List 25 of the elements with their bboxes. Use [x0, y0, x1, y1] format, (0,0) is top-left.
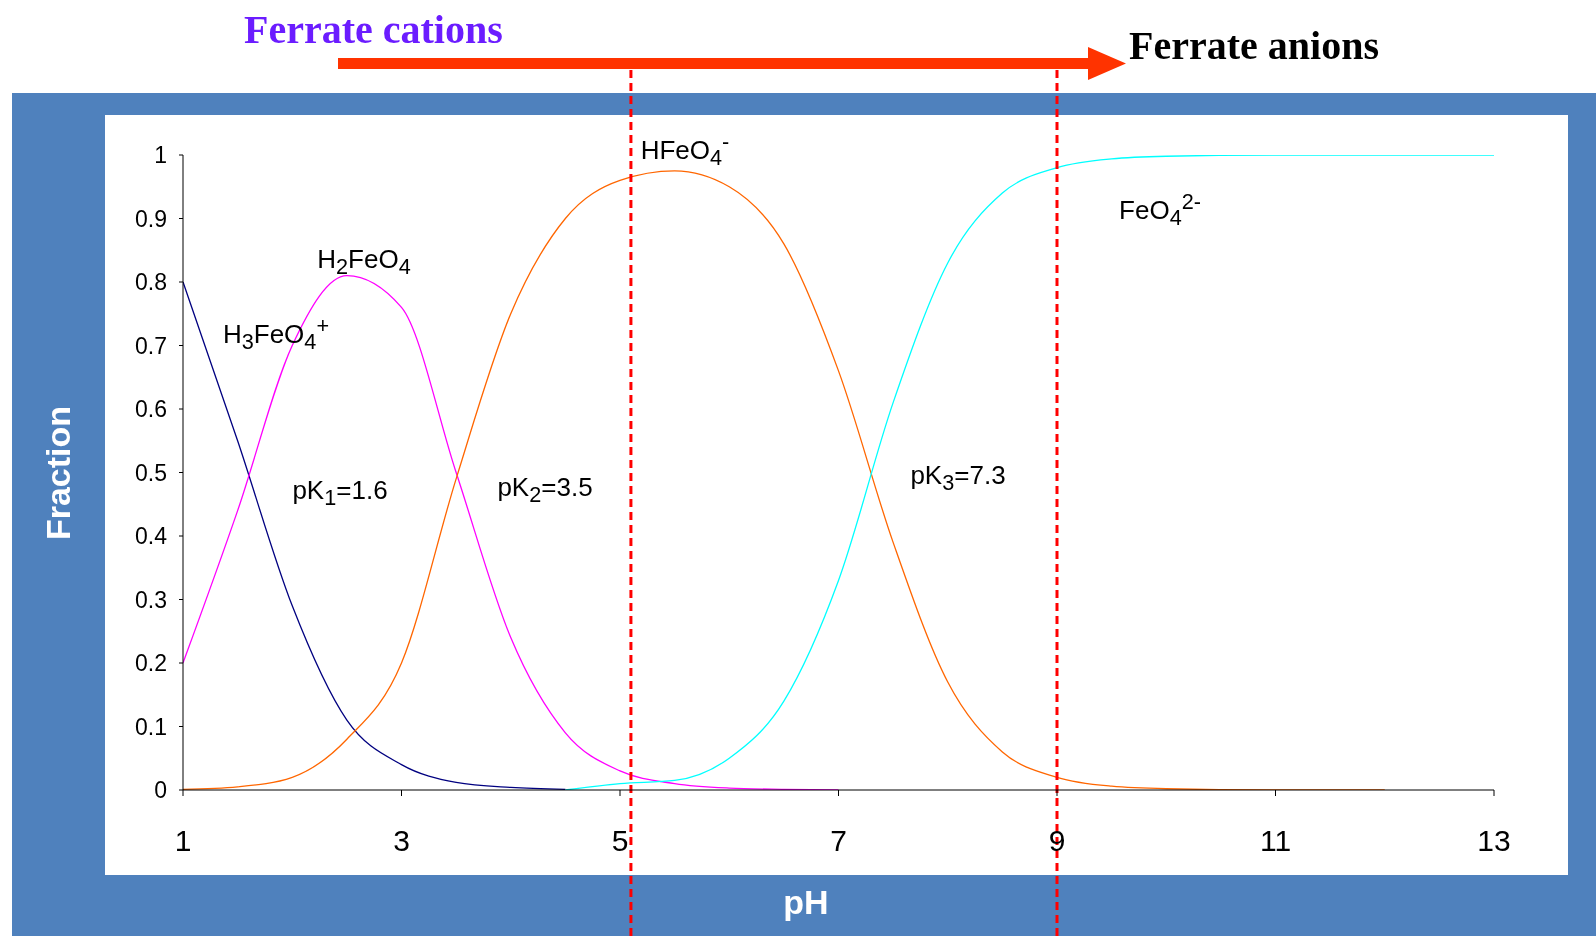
y-tick-label: 0.7 — [135, 332, 167, 359]
annotation: pK$_{1}$=1.6 — [292, 474, 388, 512]
y-tick-label: 0.9 — [135, 205, 167, 232]
y-tick-label: 1 — [154, 142, 167, 169]
annotation: pK$_{3}$=7.3 — [910, 459, 1006, 497]
y-tick-label: 0.1 — [135, 713, 167, 740]
text: Ferrate cations — [244, 6, 503, 53]
y-tick-label: 0.5 — [135, 459, 167, 486]
x-tick-label: 13 — [1477, 824, 1511, 858]
y-axis-title: Fraction — [38, 405, 78, 540]
x-axis-title: pH — [783, 882, 829, 922]
text: Ferrate anions — [1129, 22, 1379, 69]
x-tick-label: 5 — [611, 824, 629, 858]
y-tick-label: 0.8 — [135, 269, 167, 296]
x-tick-label: 9 — [1048, 824, 1066, 858]
x-tick-label: 3 — [393, 824, 410, 858]
y-tick-label: 0.3 — [135, 586, 167, 613]
y-tick-label: 0 — [154, 777, 167, 804]
x-tick-label: 11 — [1259, 824, 1292, 858]
y-tick-label: 0.6 — [135, 396, 167, 423]
x-tick-label: 7 — [830, 824, 847, 858]
y-tick-label: 0.2 — [135, 650, 167, 677]
annotation: H$_{2}$FeO$_{4}$ — [317, 243, 411, 281]
y-tick-label: 0.4 — [135, 523, 168, 550]
annotation: pK$_{2}$=3.5 — [497, 471, 593, 509]
